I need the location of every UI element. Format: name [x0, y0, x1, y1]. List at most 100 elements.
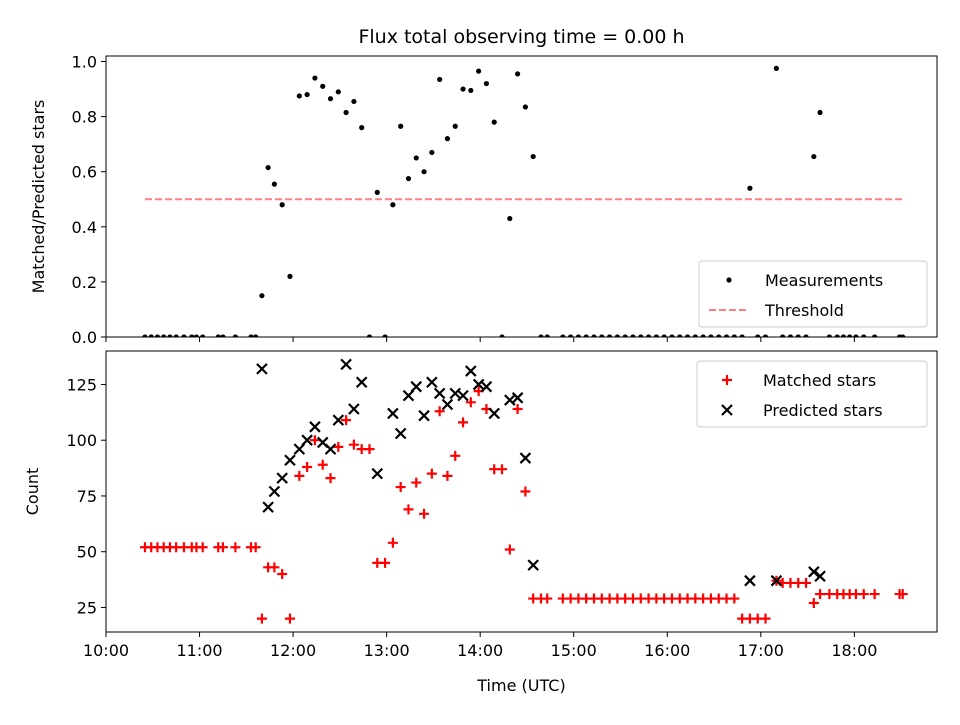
- matched-stars-point: [269, 562, 280, 573]
- measurements-point: [429, 149, 435, 156]
- measurements-point: [359, 125, 365, 131]
- measurements-point: [599, 334, 605, 337]
- top-y-axis-label: Matched/Predicted stars: [29, 100, 48, 294]
- measurements-point: [630, 334, 636, 337]
- measurements-point: [900, 334, 906, 337]
- x-tick-label: 13:00: [364, 641, 410, 660]
- matched-stars-point: [808, 598, 819, 609]
- measurements-point: [583, 334, 589, 337]
- matched-stars-point: [504, 544, 515, 555]
- measurements-point: [700, 334, 706, 337]
- matched-stars-point: [333, 441, 344, 452]
- measurements-point: [320, 83, 326, 89]
- measurements-point: [215, 334, 221, 337]
- measurements-point: [259, 293, 265, 299]
- measurements-point: [437, 76, 443, 83]
- y-tick-label: 0.0: [72, 328, 97, 347]
- axes-frame: [105, 350, 938, 633]
- chart-title: Flux total observing time = 0.00 h: [358, 26, 684, 48]
- y-tick-label: 50: [77, 543, 97, 562]
- measurements-point: [265, 164, 271, 171]
- measurements-point: [279, 202, 285, 208]
- x-axis-label: Time (UTC): [476, 676, 565, 695]
- measurements-point: [780, 334, 786, 337]
- measurements-point: [847, 334, 853, 337]
- matched-stars-point: [256, 613, 267, 624]
- predicted-stars-point: [426, 376, 438, 388]
- matched-stars-point: [250, 542, 261, 553]
- y-tick-label: 0.4: [72, 218, 97, 237]
- measurements-point: [762, 334, 769, 337]
- predicted-stars-point: [441, 398, 454, 411]
- measurements-point: [491, 119, 497, 125]
- matched-stars-point: [497, 464, 508, 475]
- measurements-point: [544, 334, 550, 337]
- predicted-stars-point: [488, 407, 500, 420]
- matched-stars-point: [217, 542, 228, 553]
- measurements-point: [522, 104, 528, 110]
- measurements-point: [853, 334, 859, 337]
- y-tick-label: 1.0: [72, 53, 97, 72]
- measurements-point: [193, 334, 200, 337]
- predicted-stars-point: [355, 376, 368, 388]
- x-tick-label: 17:00: [738, 641, 784, 660]
- measurements-point: [560, 334, 566, 337]
- matched-stars-point: [317, 459, 328, 470]
- matched-stars-point: [815, 589, 826, 600]
- matched-stars-point: [801, 577, 812, 588]
- matched-stars-point: [426, 468, 437, 479]
- measurements-point: [181, 334, 187, 337]
- matched-stars-point: [465, 397, 476, 408]
- matched-stars-point: [897, 589, 908, 600]
- predicted-stars-point: [387, 407, 399, 420]
- matched-stars-point: [512, 403, 523, 414]
- matched-stars-point: [348, 439, 359, 450]
- measurements-point: [271, 181, 277, 187]
- measurements-point: [591, 334, 597, 337]
- predicted-stars-point: [262, 501, 274, 513]
- measurements-point: [343, 109, 349, 116]
- matched-stars-point: [450, 450, 461, 461]
- measurements-point: [684, 334, 691, 337]
- predicted-stars-point: [394, 427, 407, 440]
- y-tick-label: 125: [66, 375, 97, 394]
- measurements-point: [460, 86, 466, 92]
- measurements-point: [142, 334, 148, 337]
- predicted-stars-point: [465, 365, 477, 377]
- measurements-point: [716, 334, 722, 337]
- predicted-stars-point: [770, 574, 783, 587]
- bottom-legend: Matched stars Predicted stars: [696, 360, 928, 428]
- matched-stars-point: [277, 569, 288, 580]
- y-tick-label: 75: [77, 487, 97, 506]
- x-tick-label: 16:00: [644, 641, 690, 660]
- predicted-stars-point: [276, 472, 288, 484]
- measurements-legend-handle: [726, 277, 732, 283]
- predicted-stars-point: [504, 394, 516, 406]
- measurements-point: [154, 334, 161, 337]
- matched-stars-legend-handle: [722, 375, 732, 385]
- measurements-point: [167, 334, 173, 337]
- measurements-point: [669, 334, 675, 337]
- matched-stars-point: [364, 444, 375, 455]
- measurements-point: [304, 91, 310, 98]
- data-marks: [142, 65, 906, 337]
- predicted-stars-point: [808, 566, 820, 578]
- matched-stars-point: [458, 417, 469, 428]
- legend-box: [696, 360, 928, 428]
- measurements-point: [755, 334, 761, 337]
- legend-box: [698, 260, 928, 328]
- measurements-point: [327, 96, 334, 102]
- measurements-point: [390, 202, 396, 208]
- measurements-point: [499, 334, 505, 337]
- predicted-stars-point: [309, 421, 321, 433]
- measurements-point: [708, 334, 714, 337]
- predicted-stars-point: [332, 414, 345, 426]
- measurements-point: [826, 334, 833, 337]
- measurements-point: [398, 123, 404, 129]
- matched-stars-point: [729, 593, 740, 604]
- threshold-legend-label: Threshold: [764, 301, 844, 320]
- matched-stars-point: [542, 593, 553, 604]
- measurements-point: [335, 89, 341, 95]
- predicted-stars-legend-handle: [721, 404, 733, 416]
- predicted-stars-point: [301, 434, 313, 446]
